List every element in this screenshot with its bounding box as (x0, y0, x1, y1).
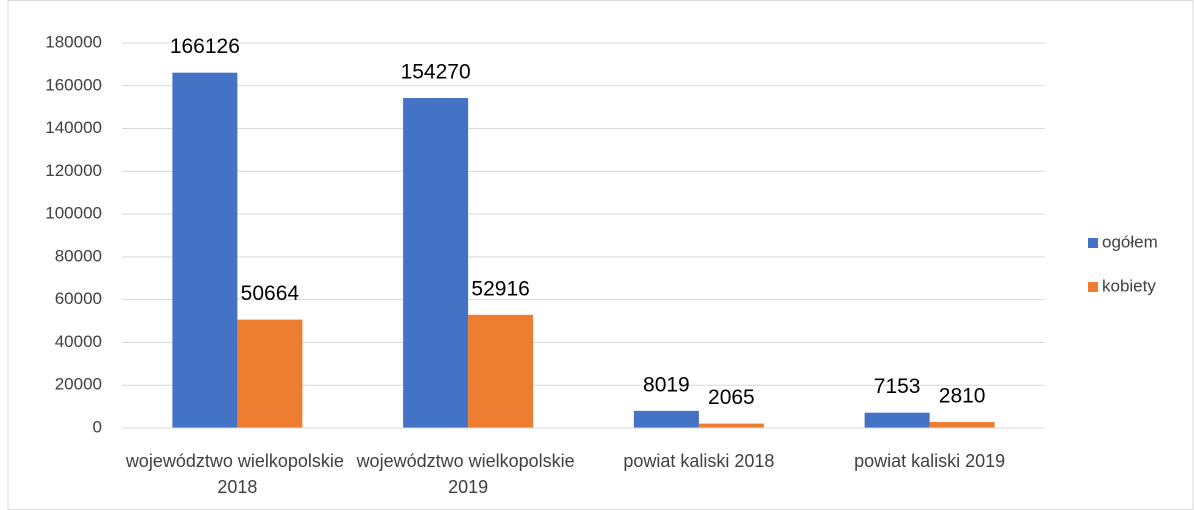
data-label: 154270 (401, 61, 471, 84)
bar (864, 412, 930, 428)
legend-label: kobiety (1102, 276, 1156, 295)
y-tick-label: 80000 (55, 246, 102, 265)
x-tick-label: województwo wielkopolskie 2019 (356, 451, 580, 497)
y-tick-label: 0 (93, 417, 102, 436)
y-tick-label: 160000 (45, 75, 102, 94)
data-label: 166126 (170, 35, 240, 58)
bar (698, 423, 764, 428)
bar (929, 421, 995, 428)
legend-swatch (1088, 282, 1098, 292)
y-tick-label: 60000 (55, 289, 102, 308)
data-label: 52916 (471, 277, 529, 300)
y-tick-label: 20000 (55, 375, 102, 394)
y-tick-label: 100000 (45, 204, 102, 223)
y-tick-label: 140000 (45, 118, 102, 137)
data-label: 8019 (643, 373, 690, 396)
data-label: 50664 (241, 282, 300, 305)
bar (633, 410, 699, 428)
bar (237, 319, 303, 428)
bar (403, 98, 469, 429)
bar (468, 314, 534, 428)
data-label: 7153 (874, 375, 921, 398)
data-label: 2810 (939, 385, 986, 408)
y-tick-label: 120000 (45, 161, 102, 180)
bar (172, 72, 238, 429)
x-tick-label: powiat kaliski 2018 (623, 451, 774, 471)
x-tick-label: województwo wielkopolskie 2018 (125, 451, 349, 497)
x-tick-label: powiat kaliski 2019 (854, 451, 1005, 471)
y-tick-label: 40000 (55, 332, 102, 351)
y-tick-label: 180000 (45, 32, 102, 51)
legend-label: ogółem (1102, 232, 1158, 251)
data-label: 2065 (708, 386, 755, 409)
legend-swatch (1088, 238, 1098, 248)
